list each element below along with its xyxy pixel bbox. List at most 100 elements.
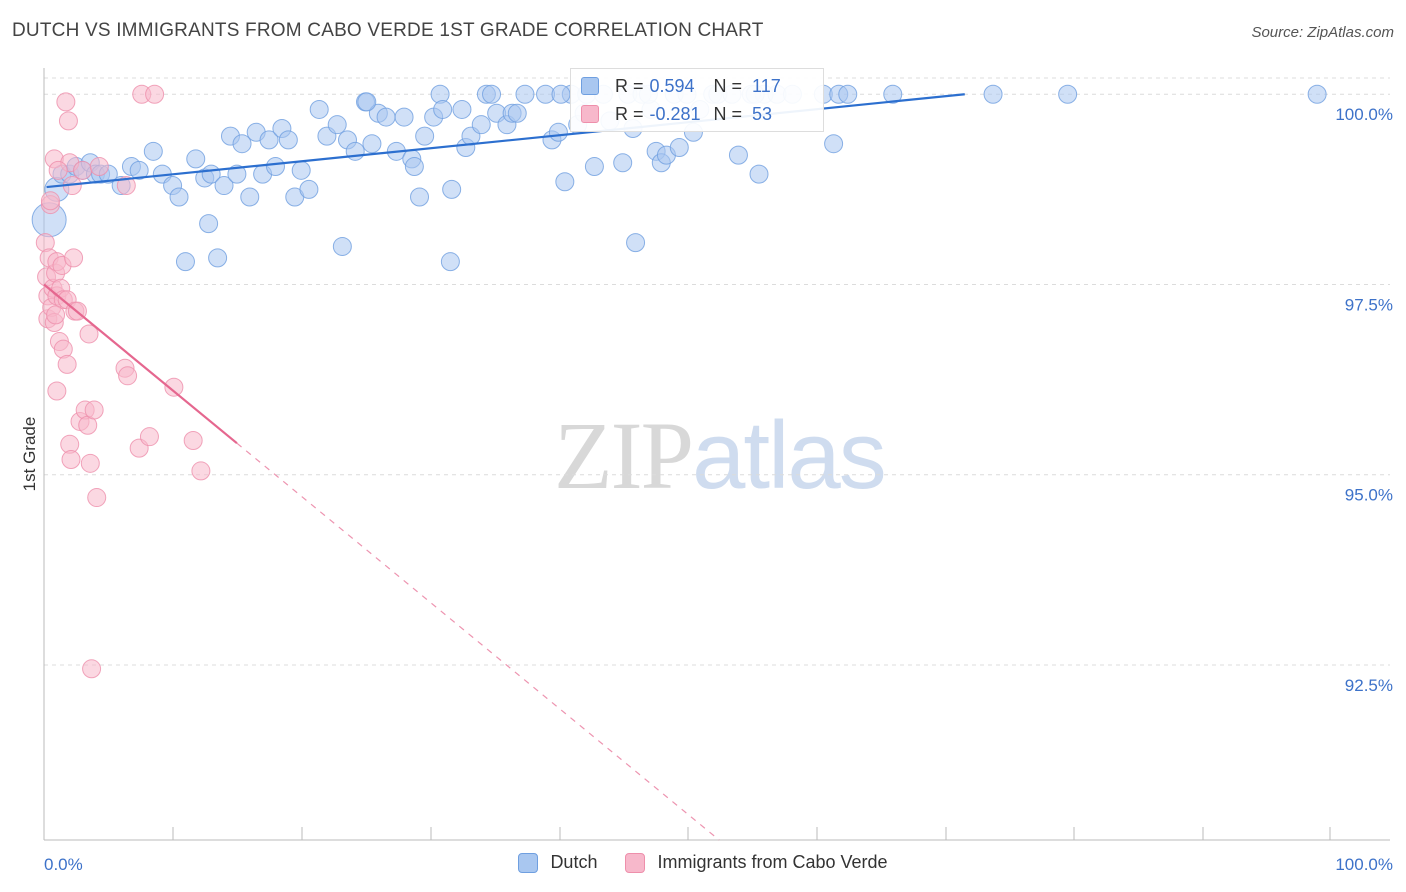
label-layer: 100.0% 97.5% 95.0% 92.5% 0.0% 100.0% [44, 105, 1393, 874]
series-legend: Dutch Immigrants from Cabo Verde [0, 852, 1406, 873]
cabo-verde-point [73, 160, 93, 180]
y-tick-label: 100.0% [1335, 105, 1393, 124]
dutch-point [129, 160, 149, 180]
dutch-point [232, 134, 252, 154]
n-key: N = [713, 103, 743, 124]
trend-layer [43, 93, 965, 841]
dutch-point [208, 248, 228, 268]
dutch-point [824, 134, 844, 154]
dutch-point [332, 236, 352, 256]
dutch-legend-swatch [518, 852, 539, 873]
cabo-verde-point [80, 453, 100, 473]
dutch-point [291, 160, 311, 180]
cabo-verde-point [84, 400, 104, 420]
dutch-point [265, 157, 285, 177]
cabo-verde-point [139, 427, 159, 447]
cabo-verde-trend-extension [236, 442, 720, 841]
cabo-verde-point [56, 92, 76, 112]
watermark-zip: ZIP [554, 402, 694, 509]
dutch-point [613, 153, 633, 173]
dutch-point [883, 84, 903, 104]
dutch-point [362, 134, 382, 154]
points-layer [31, 84, 1327, 679]
dutch-point [214, 176, 234, 196]
dutch-point [1307, 84, 1327, 104]
cabo-verde-point [82, 659, 102, 679]
watermark-atlas: atlas [692, 402, 887, 509]
r-value: -0.281 [649, 103, 701, 124]
chart-title: DUTCH VS IMMIGRANTS FROM CABO VERDE 1ST … [12, 20, 764, 41]
dutch-point [669, 138, 689, 158]
dutch-point [838, 84, 858, 104]
x-tick-label-min: 0.0% [44, 855, 83, 874]
dutch-point [240, 187, 260, 207]
dutch-point [1058, 84, 1078, 104]
dutch-point [440, 252, 460, 272]
n-value: 53 [752, 103, 773, 124]
dutch-point [357, 92, 377, 112]
cabo-verde-point [47, 381, 67, 401]
dutch-point [175, 252, 195, 272]
x-tick-label-max: 100.0% [1335, 855, 1393, 874]
legend-item-dutch[interactable]: Dutch [518, 852, 597, 873]
cabo-verde-point [145, 84, 165, 104]
dutch-point [415, 126, 435, 146]
dutch-point [309, 99, 329, 119]
dutch-point [169, 187, 189, 207]
dutch-point [584, 157, 604, 177]
dutch-point [749, 164, 769, 184]
legend-label: Immigrants from Cabo Verde [657, 852, 888, 872]
cabo-verde-point [46, 305, 66, 325]
r-value: 0.594 [649, 75, 695, 96]
r-key: R = [615, 103, 644, 124]
cabo-verde-point [61, 450, 81, 470]
dutch-point [983, 84, 1003, 104]
cabo-verde-point [48, 160, 68, 180]
stats-row-cabo-verde: R = -0.281 N = 53 [581, 101, 772, 127]
n-key: N = [713, 75, 743, 96]
dutch-point [626, 233, 646, 253]
dutch-point [199, 214, 219, 234]
dutch-point [143, 141, 163, 161]
legend-item-cabo-verde[interactable]: Immigrants from Cabo Verde [625, 852, 888, 873]
cabo-verde-point [183, 430, 203, 450]
cabo-verde-point [191, 461, 211, 481]
dutch-point [507, 103, 527, 123]
dutch-point [442, 179, 462, 199]
dutch-point [227, 164, 247, 184]
dutch-point [433, 99, 453, 119]
dutch-point [259, 130, 279, 150]
cabo-verde-point [116, 176, 136, 196]
cabo-verde-point [58, 111, 78, 131]
cabo-verde-point [118, 366, 138, 386]
cabo-verde-legend-swatch [625, 852, 646, 873]
legend-label: Dutch [550, 852, 598, 872]
cabo-verde-swatch [581, 105, 599, 123]
axis-layer [43, 68, 1390, 841]
dutch-point [278, 130, 298, 150]
dutch-point [482, 84, 502, 104]
dutch-point [471, 115, 491, 135]
cabo-verde-trend-line [43, 283, 238, 445]
y-tick-label: 97.5% [1345, 295, 1393, 314]
dutch-point [728, 145, 748, 165]
dutch-point [394, 107, 414, 127]
cabo-verde-point [79, 324, 99, 344]
cabo-verde-point [64, 248, 84, 268]
dutch-point [551, 84, 571, 104]
cabo-verde-point [89, 157, 109, 177]
dutch-point [299, 179, 319, 199]
r-key: R = [615, 75, 644, 96]
dutch-point [515, 84, 535, 104]
dutch-point [404, 157, 424, 177]
watermark: ZIPatlas [554, 400, 887, 511]
dutch-point [410, 187, 430, 207]
dutch-point [548, 122, 568, 142]
dutch-point [186, 149, 206, 169]
cabo-verde-point [87, 488, 107, 508]
dutch-point [376, 107, 396, 127]
dutch-point [327, 115, 347, 135]
y-tick-label: 92.5% [1345, 676, 1393, 695]
dutch-point [452, 99, 472, 119]
